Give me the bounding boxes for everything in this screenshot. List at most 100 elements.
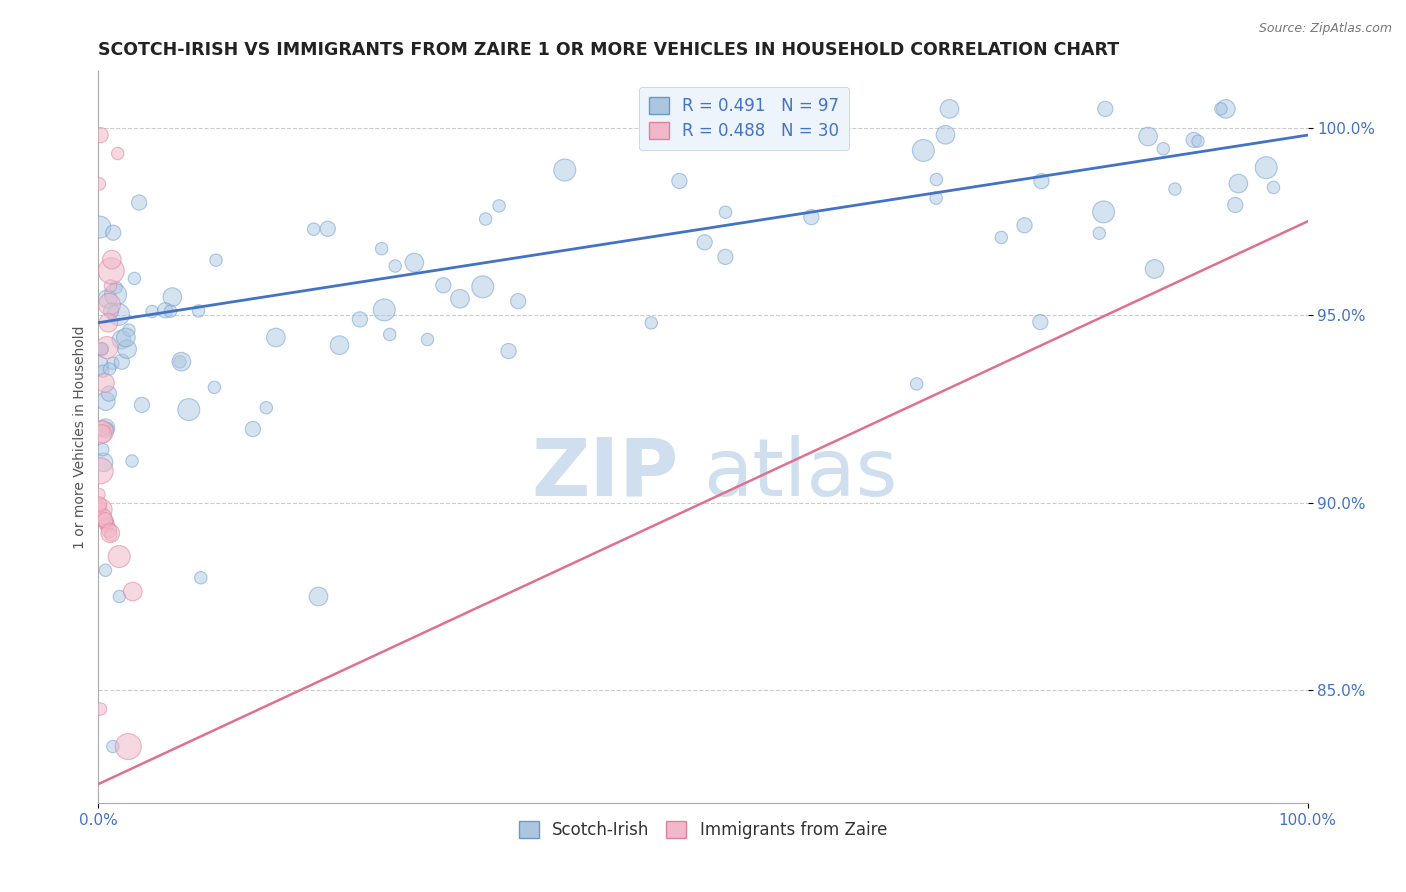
Point: [1164, 182, 1187, 196]
Point: [925, 172, 948, 186]
Point: [96, 292, 118, 306]
Point: [96, 422, 118, 436]
Point: [105, 280, 128, 294]
Point: [128, 195, 150, 210]
Point: [89, 464, 111, 478]
Point: [1225, 198, 1247, 212]
Point: [100, 303, 122, 318]
Point: [474, 212, 496, 227]
Point: [1029, 315, 1052, 329]
Point: [94, 513, 117, 527]
Point: [328, 338, 350, 352]
Point: [378, 327, 401, 342]
Point: [121, 584, 143, 599]
Point: [117, 739, 139, 754]
Y-axis label: 1 or more Vehicles in Household: 1 or more Vehicles in Household: [73, 326, 87, 549]
Point: [153, 303, 176, 318]
Point: [1092, 205, 1115, 219]
Point: [94, 563, 117, 577]
Point: [89, 220, 111, 235]
Point: [115, 342, 138, 356]
Point: [1263, 180, 1285, 194]
Point: [190, 571, 212, 585]
Point: [488, 199, 510, 213]
Point: [990, 230, 1012, 244]
Point: [1143, 261, 1166, 276]
Point: [104, 287, 127, 301]
Point: [89, 177, 111, 191]
Point: [471, 280, 494, 294]
Point: [302, 222, 325, 236]
Point: [316, 221, 339, 235]
Point: [508, 294, 530, 309]
Point: [87, 487, 110, 501]
Point: [91, 427, 114, 442]
Point: [90, 342, 112, 356]
Point: [131, 398, 153, 412]
Point: [100, 264, 122, 278]
Text: SCOTCH-IRISH VS IMMIGRANTS FROM ZAIRE 1 OR MORE VEHICLES IN HOUSEHOLD CORRELATIO: SCOTCH-IRISH VS IMMIGRANTS FROM ZAIRE 1 …: [98, 41, 1119, 59]
Point: [1031, 174, 1053, 188]
Point: [1088, 227, 1111, 241]
Point: [912, 144, 935, 158]
Point: [1182, 133, 1205, 147]
Point: [101, 252, 124, 267]
Point: [94, 394, 117, 409]
Point: [94, 421, 117, 435]
Point: [554, 163, 576, 178]
Point: [91, 342, 114, 356]
Point: [202, 380, 225, 394]
Point: [205, 253, 228, 268]
Point: [89, 500, 111, 514]
Point: [370, 242, 392, 256]
Point: [1094, 102, 1116, 116]
Point: [101, 739, 124, 754]
Point: [91, 364, 114, 378]
Point: [640, 316, 662, 330]
Point: [94, 515, 117, 529]
Legend: Scotch-Irish, Immigrants from Zaire: Scotch-Irish, Immigrants from Zaire: [512, 814, 894, 846]
Text: ZIP: ZIP: [531, 434, 679, 513]
Point: [108, 549, 131, 564]
Point: [308, 590, 330, 604]
Point: [169, 355, 191, 369]
Point: [934, 128, 956, 142]
Point: [91, 421, 114, 435]
Point: [162, 290, 184, 304]
Point: [416, 333, 439, 347]
Point: [111, 355, 134, 369]
Point: [159, 304, 181, 318]
Point: [90, 502, 112, 516]
Point: [108, 590, 131, 604]
Point: [905, 376, 928, 391]
Point: [89, 702, 111, 716]
Point: [432, 278, 454, 293]
Point: [938, 102, 960, 116]
Point: [1152, 142, 1174, 156]
Point: [1187, 134, 1209, 148]
Point: [96, 517, 118, 532]
Point: [752, 120, 775, 134]
Point: [1256, 161, 1278, 175]
Point: [1137, 129, 1160, 144]
Point: [90, 502, 112, 516]
Point: [98, 297, 121, 311]
Point: [404, 255, 426, 269]
Point: [107, 146, 129, 161]
Point: [100, 279, 122, 293]
Point: [714, 250, 737, 264]
Point: [925, 191, 948, 205]
Point: [98, 523, 121, 537]
Point: [96, 341, 118, 355]
Point: [94, 376, 117, 390]
Point: [93, 509, 115, 524]
Point: [449, 292, 471, 306]
Point: [110, 333, 132, 347]
Point: [498, 344, 520, 359]
Point: [87, 358, 110, 372]
Point: [1215, 102, 1237, 116]
Point: [264, 330, 287, 344]
Text: Source: ZipAtlas.com: Source: ZipAtlas.com: [1258, 22, 1392, 36]
Point: [101, 356, 124, 370]
Point: [97, 386, 120, 401]
